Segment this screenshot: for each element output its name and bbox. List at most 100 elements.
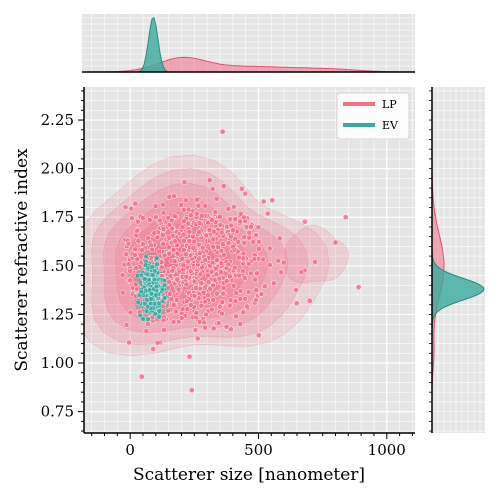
lp-point (206, 227, 213, 233)
lp-point (178, 315, 185, 322)
lp-point (186, 228, 193, 235)
lp-point (187, 268, 194, 275)
lp-point (209, 186, 216, 192)
lp-point (127, 277, 134, 284)
lp-point (240, 309, 247, 316)
lp-point (183, 197, 189, 204)
lp-point (219, 299, 226, 306)
lp-point (202, 257, 209, 263)
lp-point (172, 308, 179, 315)
ev-point (142, 276, 148, 282)
lp-point (223, 323, 230, 330)
lp-point (123, 251, 129, 258)
lp-point (241, 240, 248, 246)
lp-point (203, 311, 209, 318)
lp-point (168, 296, 175, 303)
ev-point (145, 316, 151, 322)
ev-point (150, 272, 156, 278)
lp-point (166, 193, 173, 200)
lp-point (211, 277, 218, 283)
ev-point (153, 284, 160, 290)
lp-point (165, 307, 171, 314)
lp-point (217, 213, 223, 220)
lp-point (125, 240, 132, 247)
lp-point (180, 262, 187, 269)
lp-point (125, 261, 132, 268)
lp-point (160, 241, 166, 248)
lp-point (165, 244, 172, 251)
lp-point (241, 214, 247, 221)
lp-outlier-point (355, 284, 362, 291)
lp-point (238, 210, 244, 217)
lp-point (143, 328, 150, 334)
ev-point (148, 291, 155, 297)
lp-point (237, 321, 244, 327)
lp-point (127, 267, 134, 274)
lp-point (191, 278, 198, 285)
lp-point (232, 298, 239, 305)
lp-point (183, 273, 190, 280)
lp-point (275, 257, 282, 264)
lp-point (235, 254, 242, 261)
y-tick-label: 1.25 (41, 305, 74, 323)
lp-outlier-point (219, 128, 226, 135)
lp-point (215, 244, 221, 251)
lp-point (154, 339, 161, 346)
lp-point (252, 276, 259, 283)
lp-point (171, 258, 178, 265)
lp-point (236, 272, 243, 279)
lp-point (174, 276, 181, 283)
lp-point (223, 278, 230, 285)
ev-point (138, 289, 144, 295)
lp-point (196, 255, 203, 262)
lp-point (276, 235, 283, 242)
lp-point (202, 298, 208, 305)
legend-label-lp: LP (382, 98, 397, 111)
lp-point (209, 259, 216, 266)
lp-point (185, 206, 192, 213)
lp-point (169, 267, 176, 274)
ev-point (156, 300, 162, 307)
ev-point (156, 308, 162, 314)
lp-point (193, 196, 200, 203)
lp-point (179, 224, 186, 231)
lp-point (218, 269, 225, 276)
lp-point (159, 232, 166, 238)
lp-point (199, 264, 205, 271)
lp-outlier-point (132, 200, 139, 207)
lp-outlier-point (332, 239, 339, 246)
lp-point (198, 280, 205, 286)
lp-point (278, 269, 284, 276)
lp-point (122, 204, 129, 211)
lp-point (255, 332, 262, 339)
lp-point (226, 302, 233, 309)
lp-point (239, 185, 245, 192)
lp-point (205, 279, 212, 285)
lp-point (187, 212, 194, 219)
ev-point (154, 255, 160, 261)
lp-point (199, 244, 206, 251)
lp-point (148, 242, 154, 249)
top-marginal-background (82, 14, 415, 72)
y-axis-title: Scatterer refractive index (12, 148, 32, 372)
lp-point (230, 282, 237, 289)
lp-point (208, 268, 215, 275)
lp-point (260, 198, 267, 205)
lp-point (171, 193, 177, 199)
lp-point (151, 230, 158, 236)
lp-point (196, 250, 203, 257)
lp-point (302, 218, 308, 225)
lp-point (157, 217, 164, 224)
lp-point (166, 222, 173, 228)
lp-point (171, 213, 178, 219)
lp-point (172, 238, 178, 245)
lp-point (213, 195, 220, 202)
lp-point (213, 290, 220, 297)
lp-point (261, 283, 268, 290)
lp-point (253, 232, 259, 238)
lp-point (231, 203, 237, 210)
lp-point (126, 339, 132, 346)
ev-point (151, 277, 158, 283)
lp-point (248, 270, 254, 277)
